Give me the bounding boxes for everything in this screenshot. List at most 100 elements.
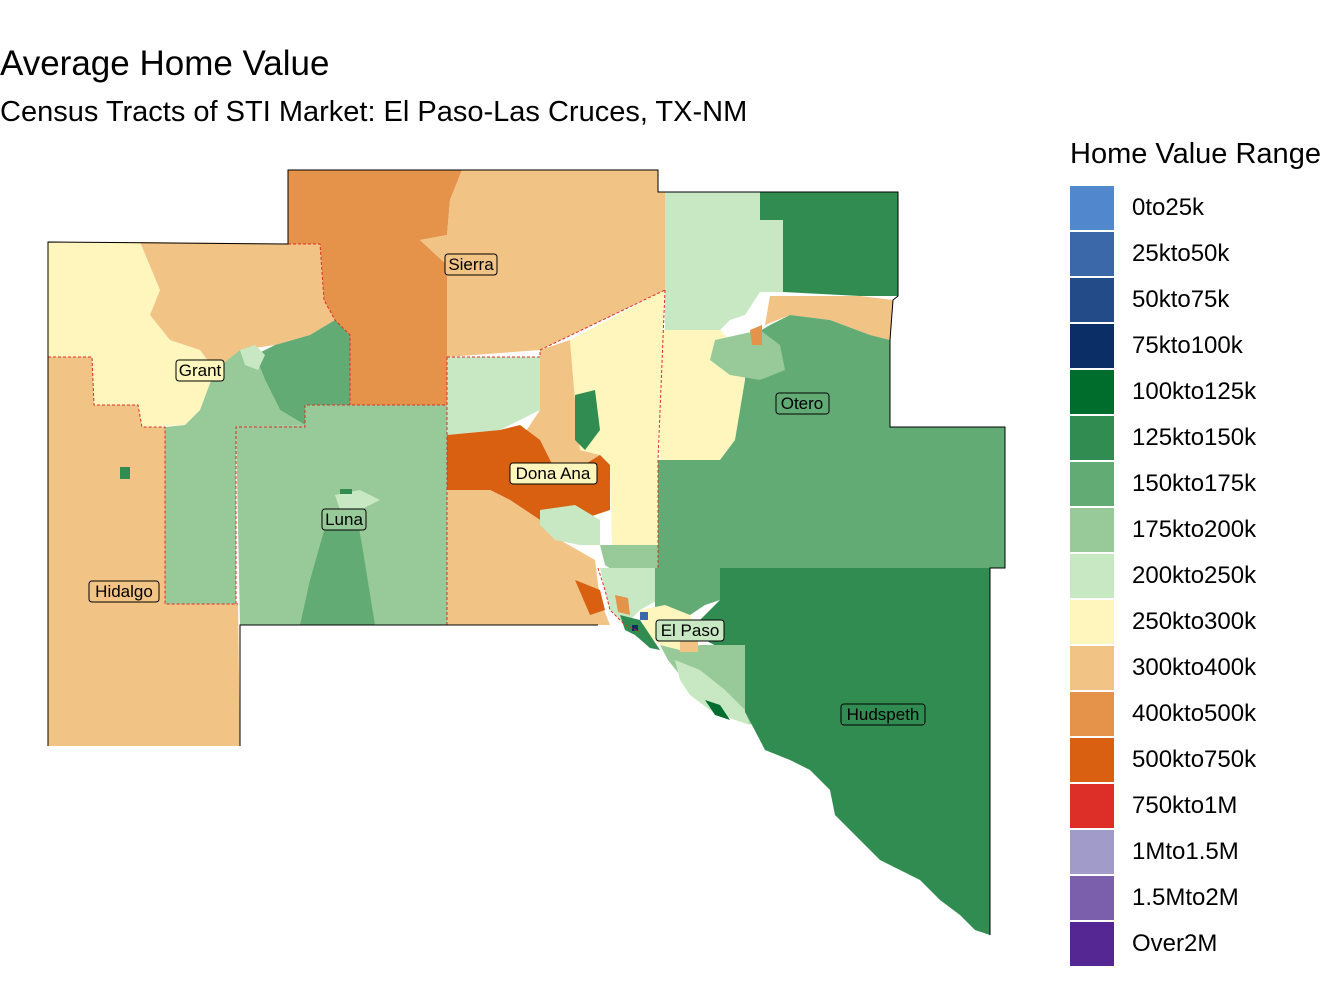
choropleth-map: Sierra Grant Otero Dona Ana Luna Hidalgo…: [47, 169, 1006, 935]
tract-el-paso-river: [675, 660, 750, 725]
legend-swatch: [1070, 462, 1114, 506]
county-label-hudspeth: Hudspeth: [840, 703, 926, 726]
tract-el-paso-west: [600, 568, 658, 625]
county-el-paso: [600, 568, 752, 725]
tract-sierra-west: [288, 170, 462, 405]
county-label-text: Otero: [781, 394, 824, 413]
legend-item: 25kto50k: [1070, 232, 1340, 278]
county-hidalgo: [48, 357, 240, 746]
tract-el-paso-core: [620, 615, 660, 650]
market-outline: [47, 169, 1006, 935]
county-label-text: El Paso: [661, 621, 720, 640]
boundary-sierra-dona-ana: [447, 289, 666, 358]
legend-label: 150kto175k: [1132, 470, 1257, 497]
legend-label: 200kto250k: [1132, 562, 1257, 589]
legend-swatch: [1070, 278, 1114, 322]
legend-label: 100kto125k: [1132, 378, 1257, 405]
legend-label: 75kto100k: [1132, 332, 1243, 359]
county-label-text: Grant: [179, 361, 222, 380]
tract-otero-north: [665, 192, 783, 330]
tract-el-paso-orange: [615, 595, 630, 615]
legend-swatch: [1070, 830, 1114, 874]
tract-luna-south: [300, 505, 375, 625]
legend-item: 750kto1M: [1070, 784, 1340, 830]
legend-item: 75kto100k: [1070, 324, 1340, 370]
legend-item: 500kto750k: [1070, 738, 1340, 784]
legend-label: 125kto150k: [1132, 424, 1257, 451]
tract-grant-small: [240, 345, 265, 370]
tract-dona-ana-mesa: [600, 545, 658, 575]
county-labels: Sierra Grant Otero Dona Ana Luna Hidalgo…: [88, 253, 926, 726]
tract-dona-ana-valley: [540, 505, 600, 545]
county-label-text: Luna: [325, 510, 363, 529]
tract-grant-north: [140, 242, 335, 370]
legend-swatch: [1070, 416, 1114, 460]
map-subtitle: Census Tracts of STI Market: El Paso-Las…: [0, 96, 748, 128]
tract-otero-east: [765, 296, 893, 340]
legend-label: 0to25k: [1132, 194, 1205, 221]
map-title: Average Home Value: [0, 44, 330, 83]
county-label-el-paso: El Paso: [655, 619, 725, 642]
tract-otero-town: [750, 325, 762, 345]
legend-label: 300kto400k: [1132, 654, 1257, 681]
legend-label: 175kto200k: [1132, 516, 1257, 543]
outline-north: [47, 169, 1006, 935]
legend-swatch: [1070, 922, 1114, 966]
boundary-grant-hidalgo: [48, 356, 238, 605]
legend-swatch: [1070, 600, 1114, 644]
legend-item: 150kto175k: [1070, 462, 1340, 508]
legend-label: Over2M: [1132, 930, 1218, 957]
tract-el-paso-green: [705, 700, 730, 720]
county-label-text: Sierra: [448, 255, 494, 274]
tract-el-paso-navy: [632, 625, 638, 631]
legend-swatch: [1070, 324, 1114, 368]
tract-luna-spot: [340, 489, 352, 494]
legend-swatch: [1070, 692, 1114, 736]
county-label-dona-ana: Dona Ana: [509, 462, 598, 485]
legend-item: 1.5Mto2M: [1070, 876, 1340, 922]
tract-sierra-east: [420, 170, 665, 357]
tract-el-paso-blue: [640, 612, 648, 620]
county-label-hidalgo: Hidalgo: [88, 580, 160, 603]
legend-swatch: [1070, 738, 1114, 782]
legend-swatch: [1070, 646, 1114, 690]
legend-label: 50kto75k: [1132, 286, 1230, 313]
county-dona-ana: [447, 290, 665, 625]
tract-dona-ana-orange: [575, 580, 605, 615]
legend-swatch: [1070, 876, 1114, 920]
legend-item: 400kto500k: [1070, 692, 1340, 738]
legend-label: 1.5Mto2M: [1132, 884, 1239, 911]
tract-hudspeth: [745, 568, 990, 935]
tract-otero-northeast: [760, 192, 898, 296]
county-label-sierra: Sierra: [444, 253, 498, 276]
legend-label: 500kto750k: [1132, 746, 1257, 773]
county-label-text: Dona Ana: [516, 464, 591, 483]
tract-grant-east: [255, 320, 350, 425]
legend-item: 200kto250k: [1070, 554, 1340, 600]
county-label-text: Hudspeth: [847, 705, 920, 724]
legend-swatch: [1070, 554, 1114, 598]
legend-item: 50kto75k: [1070, 278, 1340, 324]
legend-label: 250kto300k: [1132, 608, 1257, 635]
tract-hidalgo-spot: [120, 467, 130, 479]
tract-luna-town: [335, 490, 380, 510]
legend-swatch: [1070, 232, 1114, 276]
tract-dona-ana-strip: [570, 290, 665, 545]
legend-label: 750kto1M: [1132, 792, 1238, 819]
legend-item: Over2M: [1070, 922, 1340, 968]
county-hudspeth: [745, 568, 990, 935]
legend-item: 250kto300k: [1070, 600, 1340, 646]
tract-el-paso-peach: [680, 640, 698, 652]
county-boundaries: [48, 243, 666, 633]
county-label-otero: Otero: [775, 392, 830, 415]
legend-label: 400kto500k: [1132, 700, 1257, 727]
county-label-text: Hidalgo: [95, 582, 153, 601]
tract-el-paso-northeast: [655, 568, 720, 620]
outline-south: [239, 624, 598, 746]
county-grant: [48, 242, 350, 604]
tract-grant-west: [48, 242, 215, 427]
county-otero: [658, 192, 1005, 568]
legend: 0to25k 25kto50k 50kto75k 75kto100k 100kto125…: [1070, 186, 1340, 968]
county-label-grant: Grant: [175, 359, 225, 382]
tract-dona-ana-green: [575, 390, 600, 450]
